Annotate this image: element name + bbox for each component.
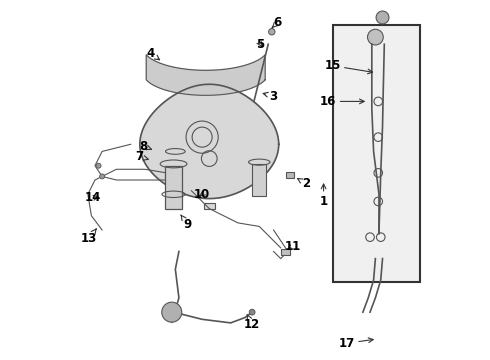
Text: 13: 13 [80, 229, 97, 246]
Circle shape [99, 174, 104, 179]
Circle shape [368, 29, 383, 45]
Text: 6: 6 [272, 16, 281, 29]
Bar [281, 249, 290, 255]
Text: 15: 15 [324, 59, 372, 74]
Polygon shape [146, 55, 265, 95]
Text: 17: 17 [339, 337, 373, 350]
Text: 8: 8 [139, 140, 151, 153]
Circle shape [269, 28, 275, 35]
Bar [286, 172, 294, 178]
Text: 12: 12 [244, 314, 260, 331]
Text: 1: 1 [319, 184, 328, 208]
Text: 2: 2 [297, 177, 310, 190]
Polygon shape [140, 84, 279, 199]
Text: 4: 4 [146, 47, 160, 60]
Text: 16: 16 [320, 95, 364, 108]
Circle shape [249, 309, 255, 315]
Text: 3: 3 [263, 90, 278, 103]
Text: 7: 7 [136, 150, 148, 163]
Text: 10: 10 [194, 188, 210, 201]
Bar [252, 164, 267, 196]
Text: 9: 9 [181, 215, 192, 231]
Bar [165, 166, 182, 208]
Circle shape [162, 302, 182, 322]
Circle shape [96, 163, 101, 168]
Text: 5: 5 [256, 38, 265, 51]
Text: 11: 11 [285, 240, 301, 253]
Bar [204, 203, 215, 208]
Circle shape [376, 11, 389, 24]
Text: 14: 14 [85, 192, 101, 204]
Bar [333, 24, 420, 282]
